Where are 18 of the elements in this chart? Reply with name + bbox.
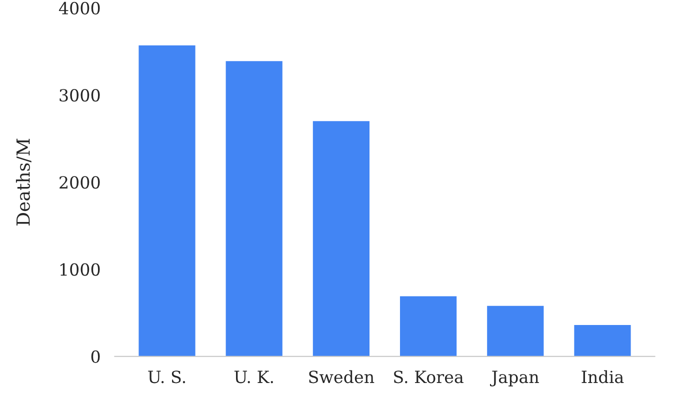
y-tick-label: 0 [91, 350, 100, 363]
y-tick-label: 2000 [60, 176, 100, 189]
y-axis-title: Deaths/M [16, 138, 32, 226]
x-tick-label: U. K. [234, 370, 273, 384]
bar [400, 296, 457, 356]
bar [226, 61, 282, 356]
bar [312, 121, 370, 356]
x-tick-label: U. S. [148, 370, 186, 384]
x-tick-label: Japan [490, 370, 539, 386]
bar [574, 325, 631, 356]
x-tick-label: Sweden [309, 370, 374, 384]
bar [487, 306, 544, 356]
y-tick-label: 1000 [60, 263, 100, 276]
y-tick-label: 3000 [60, 89, 100, 102]
x-tick-label: S. Korea [394, 370, 464, 384]
y-tick-label: 4000 [58, 2, 100, 14]
bar [138, 45, 196, 356]
x-tick-label: India [582, 370, 624, 384]
